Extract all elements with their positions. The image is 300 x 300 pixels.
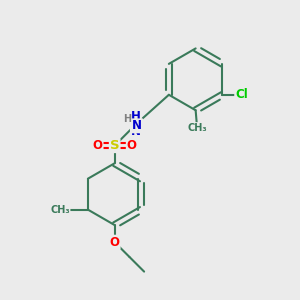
Text: O: O (93, 139, 103, 152)
Text: O: O (127, 139, 137, 152)
Text: O: O (110, 236, 120, 249)
Text: CH₃: CH₃ (187, 123, 207, 133)
Text: H
N: H N (131, 110, 141, 138)
Text: CH₃: CH₃ (50, 205, 70, 214)
Text: H: H (124, 114, 132, 124)
Text: N: N (132, 119, 142, 132)
Text: S: S (110, 139, 119, 152)
Text: Cl: Cl (235, 88, 248, 101)
